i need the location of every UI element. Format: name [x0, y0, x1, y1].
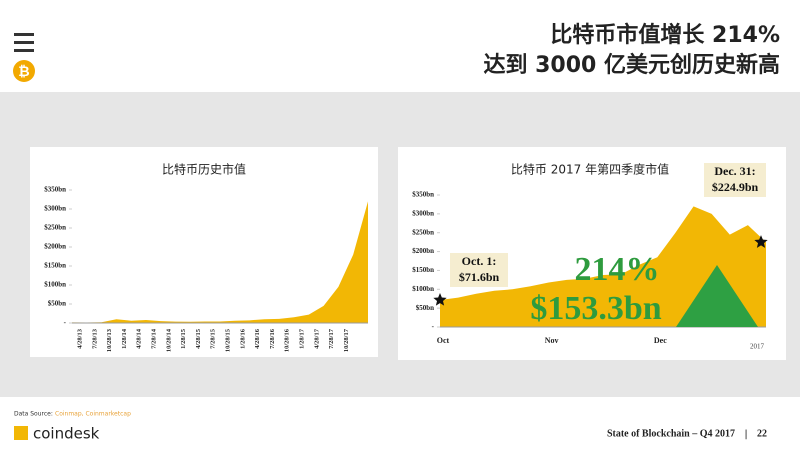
source-label: Data Source:	[14, 411, 53, 418]
x-tick-label: 10/28/16	[284, 328, 291, 352]
triangle	[676, 265, 758, 327]
x-tick-label: 7/28/17	[328, 328, 335, 349]
y-tick-label: $150bn	[412, 266, 434, 274]
bitcoin-icon	[13, 60, 35, 82]
y-tick-label: $100bn	[412, 285, 434, 293]
y-tick-label: $200bn	[44, 243, 66, 251]
y-tick-label: -	[432, 323, 435, 331]
bitcoin-symbol: ₿	[18, 64, 29, 80]
note: $71.6bn	[459, 270, 500, 284]
area	[440, 206, 766, 327]
note: $224.9bn	[712, 180, 759, 194]
y-tick-label: $250bn	[44, 224, 66, 232]
note-box	[704, 163, 766, 197]
y-tick-label: $350bn	[412, 191, 434, 199]
x-tick-label: Nov	[545, 336, 559, 345]
star-marker	[754, 235, 768, 248]
title: 比特币市值增长 214%	[550, 22, 780, 48]
x-tick-label: 10/28/17	[343, 328, 350, 352]
y-tick-label: $300bn	[412, 209, 434, 217]
brand-logo	[14, 426, 28, 440]
x-tick-label: 4/28/17	[313, 328, 320, 349]
y-tick-label: $200bn	[412, 247, 434, 255]
chart-title: 比特币 2017 年第四季度市值	[511, 162, 669, 177]
x-tick-label: 7/28/15	[210, 328, 217, 349]
note-box	[450, 253, 508, 287]
y-tick-label: -	[64, 319, 67, 327]
x-tick-label: 4/28/16	[254, 328, 261, 349]
x-tick-label: Dec	[654, 336, 667, 345]
x-tick-label: 1/28/14	[121, 328, 128, 349]
x-tick-label: 1/28/17	[298, 328, 305, 349]
y-tick-label: $350bn	[44, 186, 66, 194]
panel	[30, 147, 378, 357]
area	[72, 201, 368, 323]
star-marker	[433, 292, 447, 306]
y-tick-label: $150bn	[44, 262, 66, 270]
y-tick-label: $100bn	[44, 281, 66, 289]
x-tick-label: 4/28/13	[76, 328, 83, 349]
x-tick-label: Oct	[437, 336, 450, 345]
x-tick-label: 10/28/15	[224, 328, 231, 352]
x-tick-label: 4/28/14	[136, 328, 143, 349]
y-tick-label: $250bn	[412, 228, 434, 236]
note: Oct. 1:	[462, 254, 497, 268]
growth-label: 214%	[575, 251, 660, 288]
x-tick-label: 1/28/15	[180, 328, 187, 349]
x-tick-label: 7/28/16	[269, 328, 276, 349]
x-tick-label: 4/28/15	[195, 328, 202, 349]
year-label: 2017	[750, 343, 765, 351]
title: 达到 3000 亿美元创历史新高	[483, 52, 780, 78]
y-tick-label: $50bn	[48, 300, 66, 308]
y-tick-label: $300bn	[44, 205, 66, 213]
x-tick-label: 1/28/16	[239, 328, 246, 349]
x-tick-label: 10/28/14	[165, 328, 172, 352]
x-tick-label: 10/28/13	[106, 328, 113, 352]
x-tick-label: 7/28/14	[150, 328, 157, 349]
page-number: 22	[757, 428, 767, 439]
source-names: Coinmap, Coinmarketcap	[55, 411, 131, 418]
chart-title: 比特币历史市值	[162, 162, 246, 177]
gain-label: $153.3bn	[530, 290, 661, 327]
brand: coindesk	[33, 425, 100, 443]
y-tick-label: $50bn	[416, 304, 434, 312]
report-name: State of Blockchain – Q4 2017	[607, 428, 735, 439]
menu-icon	[14, 33, 34, 52]
note: Dec. 31:	[714, 164, 755, 178]
x-tick-label: 7/28/13	[91, 328, 98, 349]
separator: |	[744, 429, 747, 440]
